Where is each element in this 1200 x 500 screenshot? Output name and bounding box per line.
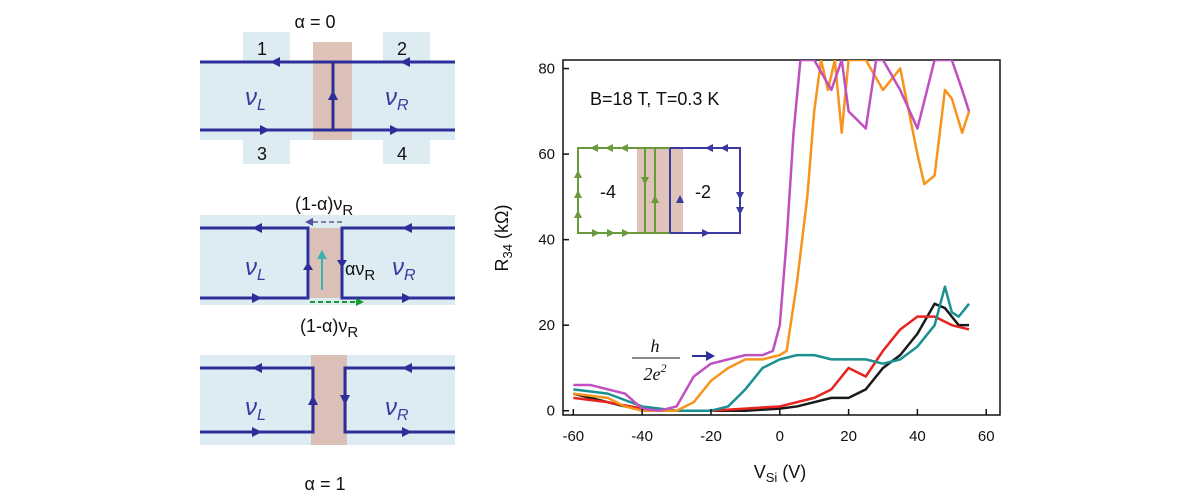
lower-label: (1-α)νR <box>300 316 358 341</box>
nu-left: νL <box>245 394 266 424</box>
arrow-label: h 2e2 <box>632 336 715 384</box>
x-axis-label: VSi (V) <box>754 462 807 485</box>
x-tick-label: -20 <box>700 428 722 445</box>
contact: 2 <box>397 39 407 59</box>
title: α = 1 <box>305 474 346 494</box>
annotation: B=18 T, T=0.3 K <box>590 89 719 109</box>
inset-label: -2 <box>695 182 711 202</box>
numerator: h <box>651 336 660 356</box>
x-tick-label: 60 <box>978 428 995 445</box>
contact: 3 <box>257 144 267 164</box>
nu-right: νR <box>392 254 416 284</box>
plot-frame <box>562 59 1001 416</box>
nu-right: νR <box>385 84 409 114</box>
x-tick-label: -60 <box>562 428 584 445</box>
inset: -4 -2 <box>574 144 744 237</box>
nu-left: νL <box>245 254 266 284</box>
diagram-middle: (1-α)νR ανR (1-α)νR νL νR <box>200 194 455 341</box>
series-line <box>573 60 971 412</box>
y-tick-label: 0 <box>547 403 555 420</box>
nu-left: νL <box>245 84 266 114</box>
title: α = 0 <box>295 12 336 32</box>
y-tick-label: 80 <box>538 61 555 78</box>
x-tick-label: 40 <box>909 428 926 445</box>
inset-label: -4 <box>600 182 616 202</box>
y-axis-label: R34 (kΩ) <box>492 205 515 272</box>
series-line <box>573 60 971 412</box>
contact: 4 <box>397 144 407 164</box>
x-tick-label: -40 <box>631 428 653 445</box>
upper-label: (1-α)νR <box>295 194 353 219</box>
contact: 1 <box>257 39 267 59</box>
y-tick-label: 20 <box>538 317 555 334</box>
y-tick-label: 60 <box>538 146 555 163</box>
x-tick-label: 0 <box>776 428 784 445</box>
series-line <box>573 285 971 412</box>
diagram-top: α = 0 1 2 3 4 νL νR <box>200 12 455 164</box>
x-tick-label: 20 <box>840 428 857 445</box>
nu-right: νR <box>385 394 409 424</box>
y-tick-label: 40 <box>538 232 555 249</box>
diagram-bottom: α = 1 νL νR <box>200 355 455 494</box>
lines <box>573 60 971 412</box>
inner-label: ανR <box>345 259 375 284</box>
denominator: 2e2 <box>644 361 667 384</box>
